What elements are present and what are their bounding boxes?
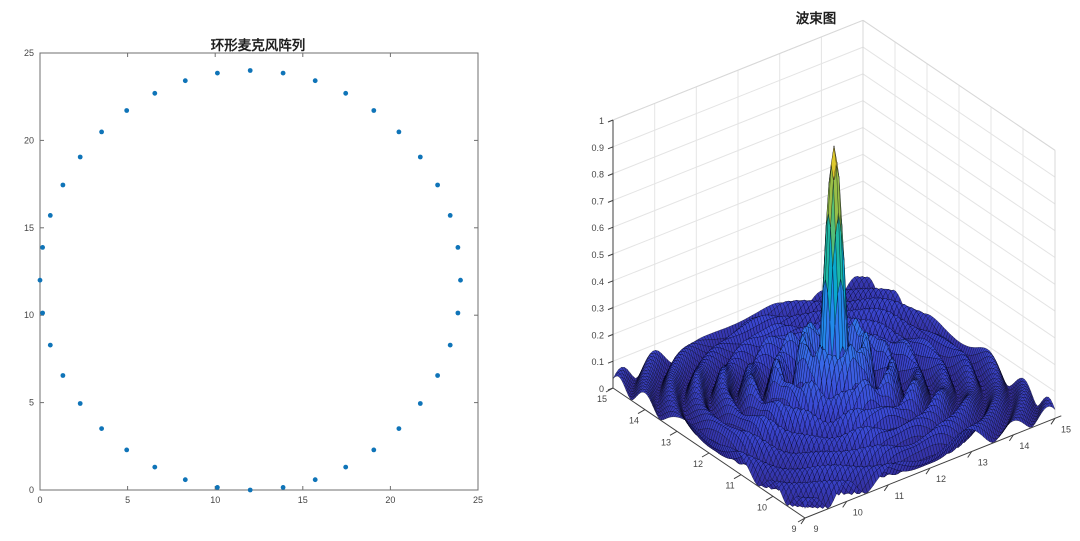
mic-marker: [343, 464, 349, 470]
mic-marker: [247, 68, 253, 73]
surface-plot-beam: 波束图 9 10 11 12 13 14 15 15 14 13 12 11 10 9 0 0.1 0.2 0.3…: [540, 0, 1080, 541]
mic-marker: [371, 108, 377, 113]
scatter-axes: [39, 52, 479, 491]
mic-marker: [47, 342, 53, 348]
z-tick-label: 0.9: [591, 143, 604, 153]
z-tick-label: 0.8: [591, 170, 604, 180]
scatter-plot-canvas: 0 5 10 15 20 25 0 5 10 15 20 25: [24, 48, 483, 505]
mic-marker: [312, 477, 318, 483]
mic-marker: [455, 245, 461, 250]
x-tick-label: 12: [936, 474, 946, 484]
z-tick-label: 0.2: [591, 330, 604, 340]
x-tick-label: 11: [895, 491, 904, 501]
y-tick-label: 15: [24, 223, 34, 233]
x-tick-label: 10: [853, 507, 863, 517]
z-tick-label: 0.6: [591, 223, 604, 233]
y-tick-label: 9: [791, 524, 796, 534]
x-tick-label: 25: [473, 495, 483, 505]
mic-marker: [458, 277, 463, 283]
z-tick-label: 1: [599, 116, 604, 126]
y-tick-label: 15: [597, 394, 607, 404]
mic-marker: [215, 70, 220, 76]
mic-marker: [417, 401, 423, 406]
mic-marker: [60, 182, 66, 188]
x-tick-label: 10: [210, 495, 220, 505]
x-tick-label: 15: [298, 495, 308, 505]
mic-marker: [215, 485, 220, 490]
mic-marker: [435, 373, 440, 378]
z-tick-label: 0.4: [591, 277, 604, 287]
mic-marker: [435, 182, 440, 188]
mic-marker: [455, 310, 461, 316]
mic-position-markers: [37, 68, 463, 493]
y-tick-label: 10: [757, 502, 767, 512]
x-tick-label: 13: [978, 458, 988, 468]
mic-marker: [152, 464, 158, 470]
mic-marker: [37, 277, 43, 283]
x-tick-label: 15: [1061, 424, 1071, 434]
surface-plot-canvas: 9 10 11 12 13 14 15 15 14 13 12 11 10 9 0 0.1 0.2 0.3 0.4 0…: [591, 19, 1071, 534]
z-tick-label: 0.7: [591, 196, 604, 206]
mic-marker: [280, 70, 286, 76]
y-tick-label: 0: [29, 485, 34, 495]
y-tick-label: 5: [29, 398, 34, 408]
z-tick-label: 0.3: [591, 304, 604, 314]
mic-marker: [40, 245, 45, 250]
x-tick-label: 14: [1019, 441, 1029, 451]
mic-marker: [280, 485, 286, 490]
mic-marker: [47, 213, 53, 218]
mic-marker: [247, 487, 253, 493]
x-tick-label: 20: [385, 495, 395, 505]
mic-marker: [396, 129, 402, 135]
x-tick-label: 0: [37, 495, 42, 505]
mic-marker: [77, 401, 83, 406]
beam-surface-mesh: [612, 145, 1056, 509]
z-tick-label: 0.1: [591, 357, 604, 367]
surface-axes: [605, 119, 1062, 525]
surface-plot-title: 波束图: [795, 11, 837, 26]
mic-marker: [182, 78, 188, 84]
mic-marker: [60, 373, 66, 378]
mic-marker: [124, 447, 130, 453]
mic-marker: [77, 154, 83, 160]
scatter-plot-mic-array: 环形麦克风阵列 0 5 10 15 20 25 0 5 10 15 20 25: [24, 38, 483, 505]
scatter-plot-title: 环形麦克风阵列: [210, 38, 306, 53]
y-tick-label: 13: [661, 437, 671, 447]
z-tick-label: 0: [599, 384, 604, 394]
mic-marker: [312, 78, 318, 84]
mic-marker: [417, 154, 423, 160]
mic-marker: [447, 213, 453, 218]
y-tick-label: 10: [24, 310, 34, 320]
mic-marker: [182, 477, 188, 483]
mic-marker: [447, 342, 453, 348]
mic-marker: [396, 426, 402, 431]
y-tick-label: 11: [725, 481, 734, 491]
y-tick-label: 20: [24, 135, 34, 145]
mic-marker: [371, 447, 377, 453]
y-tick-label: 12: [693, 459, 703, 469]
mic-marker: [99, 426, 104, 431]
x-tick-label: 5: [125, 495, 130, 505]
mic-marker: [124, 108, 130, 113]
x-tick-label: 9: [813, 524, 818, 534]
y-tick-label: 25: [24, 48, 34, 58]
mic-marker: [152, 90, 158, 96]
y-tick-label: 14: [629, 416, 639, 426]
mic-marker: [343, 90, 349, 96]
mic-marker: [40, 310, 45, 316]
z-tick-label: 0.5: [591, 250, 604, 260]
mic-marker: [99, 129, 104, 135]
